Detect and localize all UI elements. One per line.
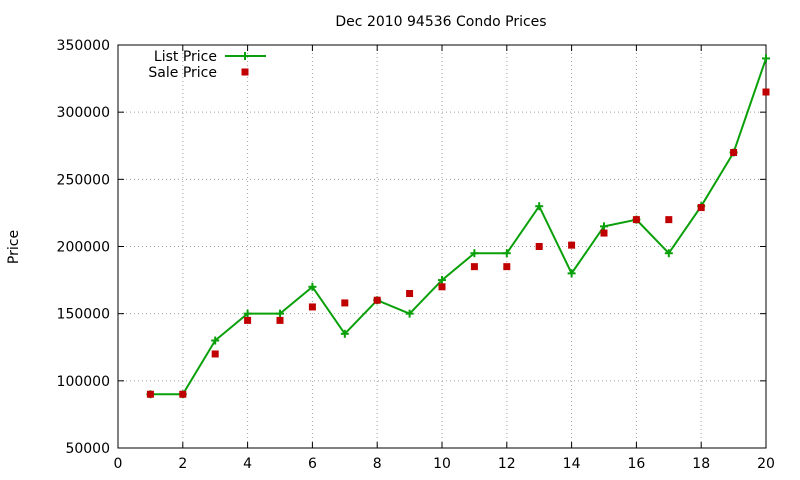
x-tick-label: 12: [498, 456, 516, 472]
series-sale-price: [146, 88, 770, 398]
legend-entry: List Price: [154, 49, 266, 65]
x-tick-label: 8: [373, 456, 382, 472]
y-tick-label: 50000: [65, 441, 110, 457]
grid-layer: [118, 45, 766, 448]
x-tick-label: 6: [308, 456, 317, 472]
list-price-point: [211, 336, 220, 345]
sale-price-point: [600, 229, 608, 237]
sale-price-point: [341, 299, 349, 307]
x-tick-label: 2: [178, 456, 187, 472]
y-axis-label: Price: [6, 230, 22, 264]
sale-price-point: [730, 148, 738, 156]
list-price-point: [600, 222, 608, 231]
list-price-point: [762, 54, 770, 63]
x-tick-label: 4: [243, 456, 252, 472]
x-tick-label: 14: [563, 456, 581, 472]
y-tick-label: 350000: [57, 38, 110, 54]
legend-plus-sample: [241, 52, 249, 60]
sale-price-point: [632, 216, 640, 224]
x-tick-label: 18: [692, 456, 710, 472]
sale-price-point: [308, 303, 316, 311]
sale-price-point: [146, 390, 154, 398]
sale-price-point: [665, 216, 673, 224]
list-price-point: [243, 309, 252, 318]
sale-price-point: [503, 263, 511, 271]
y-tick-label: 250000: [57, 172, 110, 188]
list-price-point: [276, 309, 284, 318]
sale-price-point: [406, 290, 414, 298]
list-price-point: [664, 249, 673, 258]
sale-price-point: [244, 316, 252, 324]
sale-price-point: [762, 88, 770, 96]
list-price-line: [150, 58, 767, 396]
x-tick-label: 0: [114, 456, 123, 472]
tick-layer: 0 2 4 6 8 10 12 14 16 18 20 50000 100000 150000 200000…: [57, 38, 775, 472]
sale-price-point: [568, 241, 576, 249]
chart-title: Dec 2010 94536 Condo Prices: [335, 14, 546, 30]
list-price-point: [438, 276, 446, 285]
list-price-point: [340, 329, 349, 338]
legend-label: List Price: [154, 49, 217, 65]
list-price-point: [405, 309, 414, 318]
x-tick-label: 10: [433, 456, 451, 472]
legend-label: Sale Price: [148, 65, 217, 81]
sale-price-point: [438, 283, 446, 291]
x-tick-label: 20: [757, 456, 775, 472]
list-price-point: [502, 249, 511, 258]
list-price-point: [470, 249, 479, 258]
sale-price-point: [470, 263, 478, 271]
legend-square-sample: [241, 68, 249, 76]
y-tick-label: 150000: [57, 307, 110, 323]
series-layer: [146, 54, 770, 399]
x-tick-label: 16: [627, 456, 645, 472]
list-price-point: [567, 269, 576, 278]
y-tick-label: 100000: [57, 374, 110, 390]
sale-price-point: [179, 390, 187, 398]
sale-price-point: [373, 296, 381, 304]
sale-price-point: [276, 316, 284, 324]
list-price-point: [535, 202, 544, 211]
sale-price-point: [535, 243, 543, 250]
y-tick-label: 300000: [57, 105, 110, 121]
y-tick-label: 200000: [57, 240, 110, 256]
sale-price-point: [697, 204, 705, 212]
list-price-point: [308, 282, 317, 291]
legend-entry: Sale Price: [148, 65, 249, 81]
sale-price-point: [211, 350, 219, 358]
series-list-price: [146, 54, 770, 399]
